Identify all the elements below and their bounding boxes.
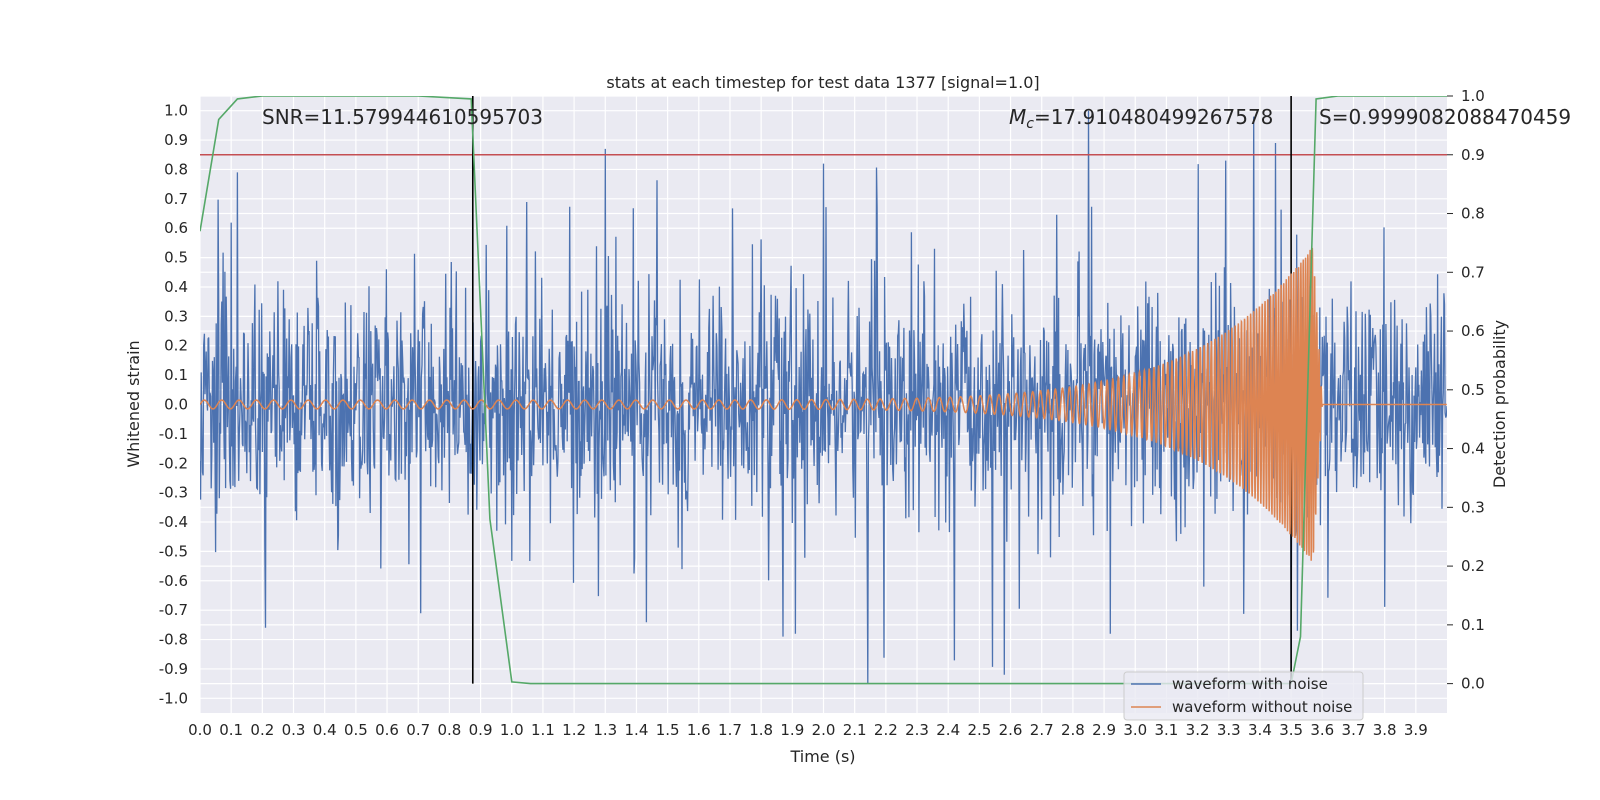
y-tick-label: -0.1: [159, 425, 188, 443]
y2-tick-label: 0.9: [1461, 146, 1485, 164]
chirp-mass-value: =17.910480499267578: [1034, 105, 1273, 129]
legend-label-clean: waveform without noise: [1172, 698, 1352, 716]
x-tick-label: 2.0: [812, 721, 836, 739]
x-tick-label: 0.1: [219, 721, 243, 739]
series-waveform-without-noise: [200, 247, 1447, 561]
x-tick-label: 2.1: [843, 721, 867, 739]
y-axis-ticks: 1.0 0.9 0.8 0.7 0.6 0.5 0.4 0.3 0.2 0.1 0.0 -0.1 -0.…: [159, 102, 188, 708]
x-tick-label: 0.9: [469, 721, 493, 739]
chirp-mass-symbol: M: [1009, 105, 1026, 129]
x-tick-label: 3.4: [1248, 721, 1272, 739]
x-tick-label: 1.2: [562, 721, 586, 739]
y2-axis-ticks: 1.0 0.9 0.8 0.7 0.6 0.5 0.4 0.3 0.2 0.1 0.0: [1447, 87, 1485, 693]
chirp-mass-annotation: Mc=17.910480499267578: [1009, 105, 1273, 132]
y2-tick-label: 0.8: [1461, 205, 1485, 223]
y-tick-label: 0.6: [164, 219, 188, 237]
x-tick-label: 1.3: [593, 721, 617, 739]
y-tick-label: 0.9: [164, 131, 188, 149]
y-tick-label: 0.3: [164, 307, 188, 325]
y-tick-label: 0.1: [164, 366, 188, 384]
y-tick-label: -0.3: [159, 484, 188, 502]
x-tick-label: 0.2: [250, 721, 274, 739]
y2-tick-label: 0.4: [1461, 440, 1485, 458]
chirp-mass-subscript: c: [1026, 116, 1034, 132]
x-tick-label: 0.7: [406, 721, 430, 739]
x-tick-label: 0.6: [375, 721, 399, 739]
x-tick-label: 3.6: [1310, 721, 1334, 739]
x-tick-label: 1.1: [531, 721, 555, 739]
y2-tick-label: 0.6: [1461, 322, 1485, 340]
y-tick-label: 1.0: [164, 102, 188, 120]
x-tick-label: 0.5: [344, 721, 368, 739]
x-tick-label: 1.9: [780, 721, 804, 739]
x-tick-label: 0.4: [313, 721, 337, 739]
x-tick-label: 1.5: [656, 721, 680, 739]
x-axis-label: Time (s): [789, 747, 855, 766]
y-tick-label: -1.0: [159, 689, 188, 707]
x-axis-ticks: 0.0 0.1 0.2 0.3 0.4 0.5 0.6 0.7 0.8 0.9 1.0 1.1 1.2 1…: [188, 721, 1428, 739]
x-tick-label: 1.0: [500, 721, 524, 739]
y-tick-label: 0.8: [164, 160, 188, 178]
y2-tick-label: 0.0: [1461, 675, 1485, 693]
y2-tick-label: 0.2: [1461, 557, 1485, 575]
y-tick-label: -0.5: [159, 542, 188, 560]
x-tick-label: 2.4: [936, 721, 960, 739]
x-tick-label: 3.3: [1217, 721, 1241, 739]
snr-annotation: SNR=11.579944610595703: [262, 105, 543, 129]
x-tick-label: 0.3: [282, 721, 306, 739]
y2-tick-label: 0.1: [1461, 616, 1485, 634]
y2-tick-label: 0.7: [1461, 263, 1485, 281]
y2-tick-label: 0.3: [1461, 498, 1485, 516]
x-tick-label: 1.7: [718, 721, 742, 739]
y-tick-label: 0.0: [164, 396, 188, 414]
y2-tick-label: 0.5: [1461, 381, 1485, 399]
x-tick-label: 2.3: [905, 721, 929, 739]
x-tick-label: 2.2: [874, 721, 898, 739]
x-tick-label: 3.7: [1342, 721, 1366, 739]
legend: waveform with noise waveform without noi…: [1123, 671, 1364, 721]
y-tick-label: 0.2: [164, 337, 188, 355]
x-tick-label: 1.4: [625, 721, 649, 739]
x-tick-label: 2.9: [1092, 721, 1116, 739]
chart-title: stats at each timestep for test data 137…: [606, 73, 1039, 92]
x-tick-label: 3.1: [1154, 721, 1178, 739]
y-tick-label: -0.4: [159, 513, 188, 531]
x-tick-label: 3.5: [1279, 721, 1303, 739]
x-tick-label: 1.6: [687, 721, 711, 739]
legend-box: [1123, 671, 1364, 721]
y2-tick-label: 1.0: [1461, 87, 1485, 105]
x-tick-label: 3.2: [1186, 721, 1210, 739]
x-tick-label: 3.0: [1123, 721, 1147, 739]
detection-statistic-annotation: S=0.9999082088470459: [1319, 105, 1571, 129]
x-tick-label: 3.8: [1373, 721, 1397, 739]
y-axis-label: Whitened strain: [124, 340, 143, 467]
x-tick-label: 0.0: [188, 721, 212, 739]
x-tick-label: 2.8: [1061, 721, 1085, 739]
x-tick-label: 2.5: [967, 721, 991, 739]
y-tick-label: -0.7: [159, 601, 188, 619]
y-tick-label: -0.6: [159, 572, 188, 590]
x-tick-label: 1.8: [749, 721, 773, 739]
x-tick-label: 0.8: [437, 721, 461, 739]
legend-label-noise: waveform with noise: [1172, 675, 1328, 693]
y-tick-label: -0.9: [159, 660, 188, 678]
x-tick-label: 2.7: [1030, 721, 1054, 739]
y-tick-label: 0.7: [164, 190, 188, 208]
y-tick-label: -0.2: [159, 454, 188, 472]
y-tick-label: -0.8: [159, 631, 188, 649]
y2-axis-label: Detection probability: [1490, 320, 1509, 488]
series-detection-probability: [200, 96, 1447, 685]
x-tick-label: 2.6: [999, 721, 1023, 739]
y-tick-label: 0.5: [164, 249, 188, 267]
y-tick-label: 0.4: [164, 278, 188, 296]
x-tick-label: 3.9: [1404, 721, 1428, 739]
